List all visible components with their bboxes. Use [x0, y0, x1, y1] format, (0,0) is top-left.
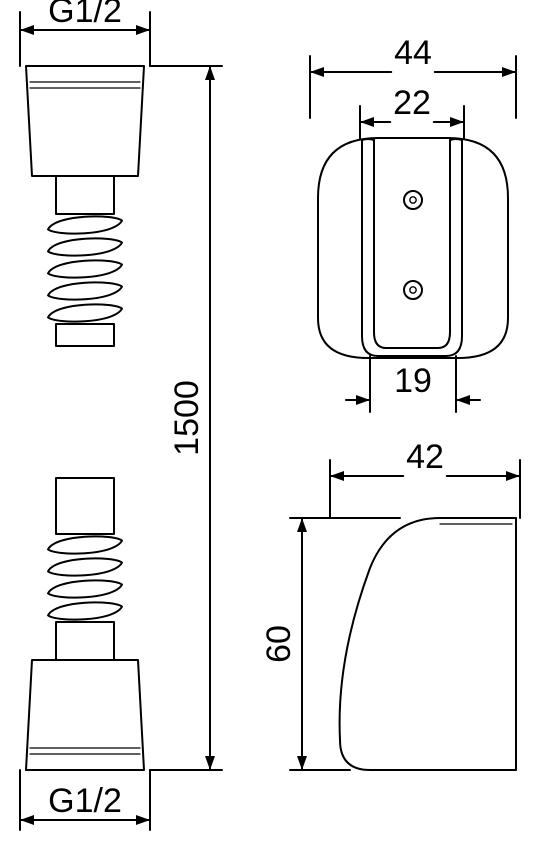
svg-text:44: 44: [394, 34, 432, 72]
svg-text:G1/2: G1/2: [48, 0, 122, 30]
svg-text:42: 42: [406, 438, 444, 476]
svg-text:60: 60: [260, 625, 298, 663]
svg-text:19: 19: [394, 362, 432, 400]
svg-text:G1/2: G1/2: [48, 782, 122, 820]
svg-text:1500: 1500: [168, 380, 206, 456]
svg-text:22: 22: [393, 84, 431, 122]
